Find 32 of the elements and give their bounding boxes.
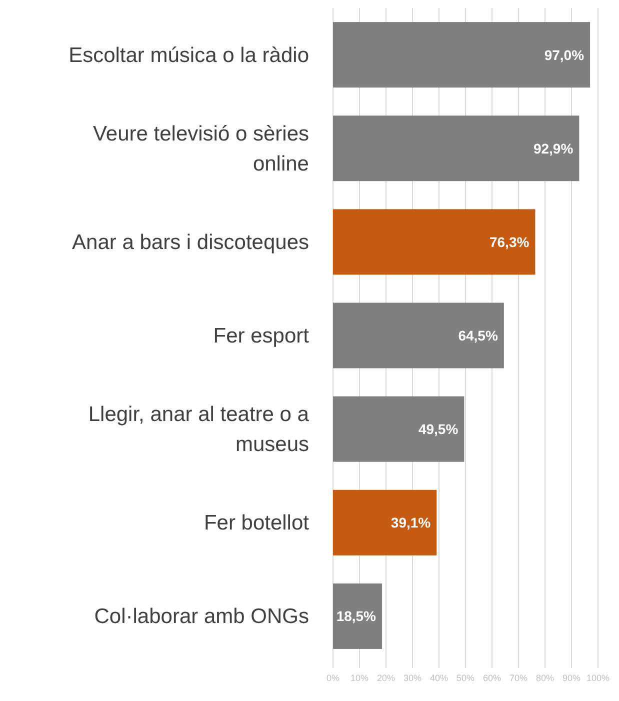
y-tick-label: Escoltar música o la ràdio (68, 44, 309, 67)
x-tick-label: 40% (430, 673, 448, 683)
x-tick-label: 10% (350, 673, 369, 683)
data-label: 49,5% (418, 421, 459, 438)
data-label: 64,5% (458, 328, 498, 344)
x-tick-label: 80% (536, 673, 554, 683)
bar (333, 490, 437, 556)
data-label: 92,9% (533, 140, 574, 156)
x-tick-label: 0% (326, 673, 340, 683)
x-tick-label: 30% (403, 673, 422, 683)
x-tick-label: 50% (456, 673, 475, 683)
bar (333, 396, 464, 462)
bar (333, 583, 382, 649)
y-tick-label: Anar a bars i discoteques (72, 230, 309, 254)
x-tick-label: 20% (376, 673, 396, 683)
x-tick-label: 70% (509, 673, 528, 683)
bar (333, 22, 590, 88)
bar (333, 209, 536, 275)
data-label: 18,5% (336, 608, 377, 624)
x-tick-label: 60% (482, 673, 502, 683)
data-label: 97,0% (544, 46, 585, 63)
y-tick-label: Llegir, anar al teatre o a museus (88, 403, 310, 456)
x-tick-label: 90% (562, 673, 581, 683)
x-tick-label: 100% (586, 673, 610, 683)
y-tick-label: Col·laborar amb ONGs (94, 605, 309, 628)
data-label: 76,3% (489, 234, 530, 250)
y-tick-label: Fer botellot (204, 512, 310, 535)
y-tick-label: Veure televisió o sèries online (93, 122, 309, 176)
bar (333, 302, 504, 368)
data-label: 39,1% (390, 514, 432, 531)
y-tick-label: Fer esport (213, 324, 310, 348)
bar (333, 116, 580, 182)
